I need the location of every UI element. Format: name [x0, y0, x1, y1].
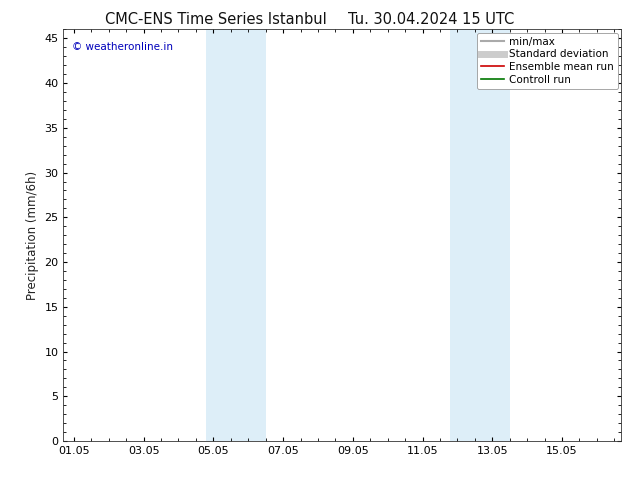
Bar	[450, 29, 510, 441]
Y-axis label: Precipitation (mm/6h): Precipitation (mm/6h)	[26, 171, 39, 300]
Legend: min/max, Standard deviation, Ensemble mean run, Controll run: min/max, Standard deviation, Ensemble me…	[477, 32, 618, 89]
Bar	[206, 29, 266, 441]
Text: © weatheronline.in: © weatheronline.in	[72, 42, 173, 52]
Text: CMC-ENS Time Series Istanbul: CMC-ENS Time Series Istanbul	[105, 12, 327, 27]
Text: Tu. 30.04.2024 15 UTC: Tu. 30.04.2024 15 UTC	[348, 12, 514, 27]
